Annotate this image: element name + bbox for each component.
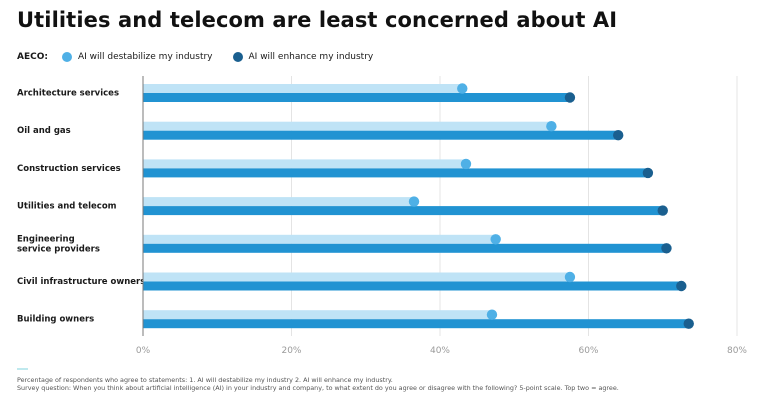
bar-enhance	[143, 93, 570, 102]
legend-text-enhance: AI will enhance my industry	[248, 52, 374, 62]
dot-destabilize	[486, 309, 498, 320]
category-label: Oil and gas	[17, 126, 71, 136]
bar-enhance	[143, 206, 663, 216]
category-label: Engineering	[17, 234, 75, 244]
dot-enhance	[676, 280, 687, 292]
legend-dot-enhance	[232, 52, 243, 62]
legend: AECO: AI will destabilize my industry AI…	[17, 50, 393, 64]
bar-destabilize	[143, 121, 552, 131]
x-tick-label: 0%	[136, 346, 151, 356]
dot-destabilize	[408, 196, 420, 207]
dot-destabilize	[564, 271, 576, 283]
bar-enhance	[143, 243, 667, 253]
bar-destabilize	[143, 159, 466, 169]
category-label: Architecture services	[17, 89, 119, 99]
dot-enhance	[683, 318, 694, 329]
bar-destabilize	[143, 234, 496, 244]
legend-item-destabilize: AI will destabilize my industry	[61, 52, 213, 62]
legend-item-enhance: AI will enhance my industry	[232, 52, 374, 62]
bar-destabilize	[143, 310, 492, 320]
chart-title: Utilities and telecom are least concerne…	[17, 8, 618, 32]
category-label: service providers	[17, 244, 100, 254]
footnote-survey-question: Survey question: When you think about ar…	[17, 384, 619, 392]
bar-destabilize	[143, 84, 463, 93]
dot-enhance	[657, 205, 668, 216]
dot-enhance	[642, 167, 654, 179]
category-label: Civil infrastructure owners	[17, 277, 145, 287]
x-tick-label: 80%	[727, 346, 747, 356]
bar-destabilize	[143, 197, 415, 207]
dot-destabilize	[490, 234, 501, 245]
dot-enhance	[564, 92, 576, 103]
x-tick-label: 40%	[430, 346, 450, 356]
dot-enhance	[661, 243, 672, 254]
category-label: Utilities and telecom	[17, 202, 117, 212]
legend-dot-destabilize	[61, 52, 72, 62]
category-label: Building owners	[17, 315, 94, 325]
footnote-respondents: Percentage of respondents who agree to s…	[17, 376, 393, 384]
dot-enhance	[613, 130, 624, 141]
dot-destabilize	[457, 83, 468, 94]
legend-label: AECO:	[17, 52, 48, 62]
bar-enhance	[143, 319, 689, 329]
bar-destabilize	[143, 272, 570, 282]
dot-destabilize	[460, 158, 472, 170]
category-label: Construction services	[17, 164, 121, 174]
bar-enhance	[143, 281, 682, 291]
footnote-accent-line	[17, 368, 28, 370]
x-tick-label: 20%	[281, 346, 301, 356]
bar-enhance	[143, 168, 648, 178]
dot-destabilize	[546, 121, 557, 132]
x-tick-label: 60%	[578, 346, 598, 356]
legend-text-destabilize: AI will destabilize my industry	[77, 52, 213, 62]
bar-enhance	[143, 130, 619, 140]
